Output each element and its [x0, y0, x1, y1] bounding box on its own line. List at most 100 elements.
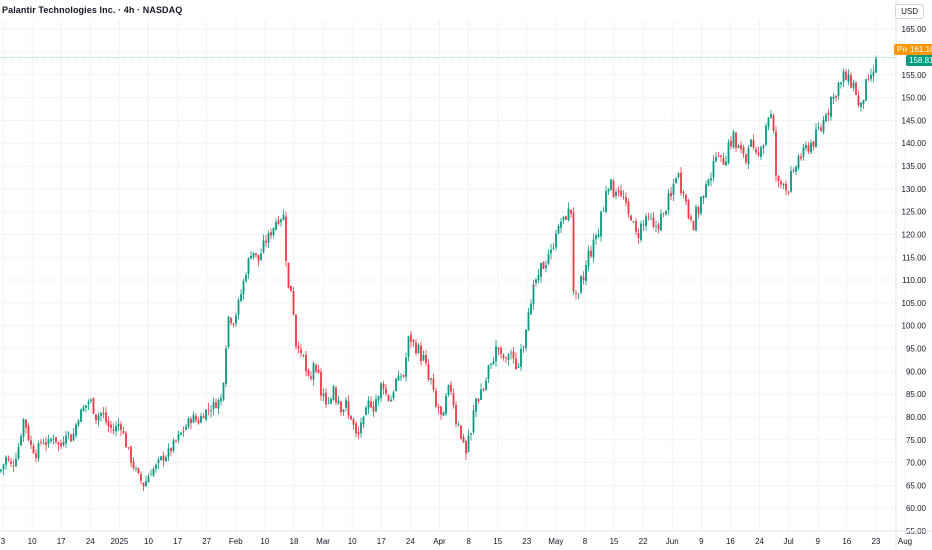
candle-body [277, 220, 280, 224]
candle-body [850, 75, 852, 88]
candle-body [42, 443, 45, 445]
candle-body [205, 409, 207, 420]
candle-body [425, 354, 427, 364]
candle-body [677, 173, 680, 178]
candle-body [870, 74, 872, 79]
candle-body [190, 418, 192, 423]
candle-body [517, 367, 520, 368]
candle-body [345, 399, 347, 408]
candle-body [487, 365, 490, 380]
time-tick-label: 16 [726, 537, 735, 546]
candle-body [40, 441, 42, 443]
candle-body [865, 79, 867, 101]
candle-body [47, 439, 50, 444]
candle-body [825, 114, 827, 122]
candle-body [125, 433, 127, 448]
candle-body [130, 446, 132, 463]
candle-body [177, 434, 180, 440]
candle-body [867, 79, 870, 81]
candle-body [212, 401, 215, 410]
candle-body [112, 429, 115, 431]
candle-body [767, 117, 770, 127]
price-tick-label: 85.00 [906, 390, 927, 399]
candle-body [830, 97, 832, 117]
candle-body [622, 196, 625, 198]
candle-body [245, 274, 247, 282]
time-tick-label: 10 [260, 537, 269, 546]
candle-body [725, 161, 727, 166]
candle-body [35, 453, 37, 458]
candle-body [810, 142, 812, 153]
candle-body [852, 82, 855, 89]
candle-body [717, 156, 720, 157]
candle-body [147, 476, 150, 483]
candle-body [392, 392, 395, 399]
candle-body [827, 113, 830, 116]
time-tick-label: Feb [229, 537, 243, 546]
candle-body [5, 457, 7, 465]
candle-body [657, 224, 660, 230]
candle-body [792, 170, 795, 172]
candle-body [805, 145, 807, 149]
price-tick-label: 95.00 [906, 345, 927, 354]
candle-body [577, 293, 580, 295]
candle-body [652, 217, 655, 227]
candle-body [607, 189, 610, 192]
time-axis[interactable]: 3 10 17 24 2025 10 17 27 Feb 10 18 Mar 10 17 24 Apr 8 15 2… [0, 530, 932, 546]
price-axis[interactable]: 55.0060.0065.0070.0075.0080.0085.0090.00… [895, 0, 927, 550]
candle-body [702, 195, 705, 199]
candle-body [202, 416, 205, 419]
candle-body [597, 234, 600, 237]
candle-body [440, 406, 442, 415]
candle-body [672, 183, 675, 195]
candle-body [207, 409, 210, 410]
candle-body [835, 95, 837, 98]
candle-body [150, 474, 152, 476]
candle-body [505, 357, 507, 359]
candle-body [200, 416, 202, 423]
candle-body [105, 412, 107, 422]
candle-body [855, 82, 857, 95]
price-tick-label: 65.00 [906, 481, 927, 490]
candle-body [675, 178, 677, 184]
candle-body [600, 211, 602, 237]
candle-body [860, 102, 862, 107]
candle-body [465, 441, 467, 454]
candle-body [765, 125, 767, 145]
candle-body [67, 432, 70, 435]
candle-body [117, 423, 120, 427]
candle-body [495, 346, 497, 362]
candle-body [632, 221, 635, 223]
candle-body [822, 119, 825, 133]
candle-body [722, 157, 725, 165]
candle-body [390, 399, 392, 402]
candle-body [647, 215, 650, 217]
candle-body [235, 315, 237, 324]
vertical-gridlines [2, 20, 906, 531]
candle-body [692, 220, 695, 231]
candle-body [182, 431, 185, 432]
candle-body [762, 145, 765, 149]
time-tick-label: 16 [842, 537, 851, 546]
candle-body [605, 191, 607, 212]
candle-body [467, 435, 470, 452]
candle-body [307, 369, 310, 376]
candle-body [337, 400, 340, 404]
candle-body [240, 294, 242, 302]
candle-body [435, 390, 437, 407]
candle-body [712, 161, 715, 178]
time-tick-label: Mar [316, 537, 330, 546]
candle-body [50, 439, 52, 442]
candle-body [747, 148, 750, 164]
candle-body [770, 114, 772, 118]
candle-body [95, 414, 97, 421]
candle-body [790, 171, 792, 192]
candle-body [585, 265, 587, 281]
candle-body [847, 74, 850, 82]
candle-body [270, 231, 272, 236]
candle-body [265, 240, 267, 243]
candle-body [25, 419, 27, 428]
currency-button[interactable]: USD [895, 4, 924, 19]
candle-body [122, 431, 125, 434]
